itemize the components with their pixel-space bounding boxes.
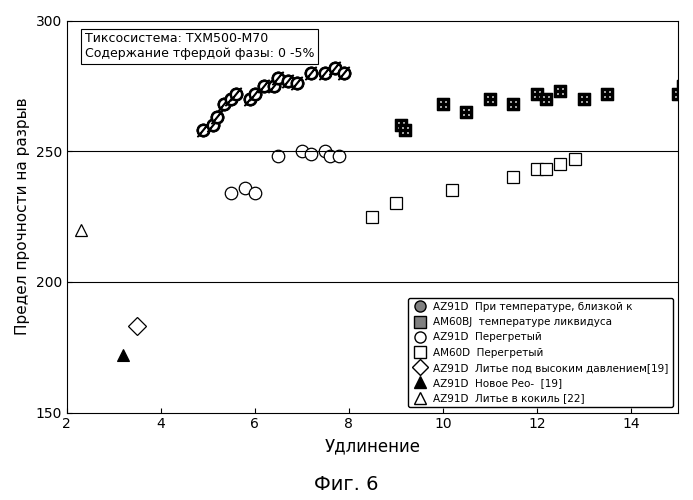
Text: Тиксосистема: TXM500-M70
Содержание тфердой фазы: 0 -5%: Тиксосистема: TXM500-M70 Содержание тфер…	[85, 32, 315, 60]
Legend: AZ91D  При температуре, близкой к, AM60BJ  температуре ликвидуса, AZ91D  Перегре: AZ91D При температуре, близкой к, AM60BJ…	[408, 298, 673, 408]
Y-axis label: Предел прочности на разрыв: Предел прочности на разрыв	[15, 98, 30, 336]
Text: Фиг. 6: Фиг. 6	[314, 475, 379, 494]
X-axis label: Удлинение: Удлинение	[324, 437, 421, 455]
